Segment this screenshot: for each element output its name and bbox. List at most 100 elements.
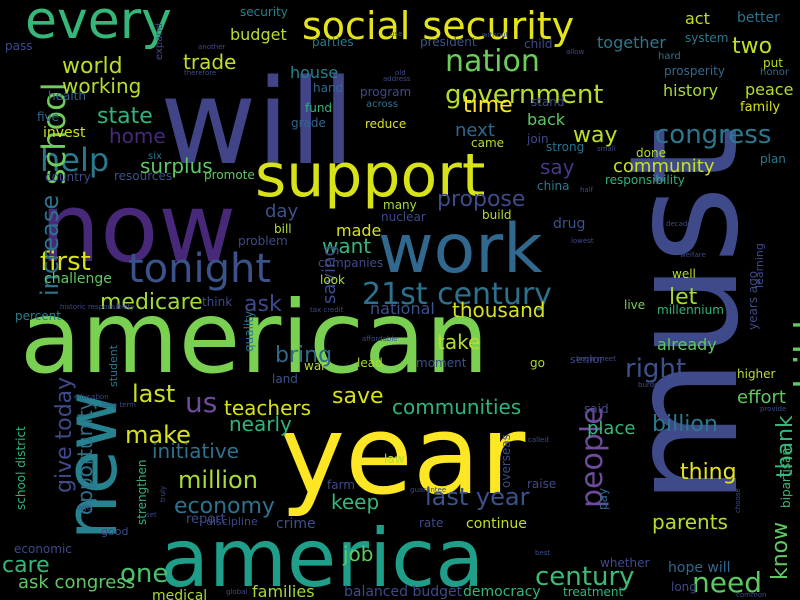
word-best: best (535, 549, 551, 558)
word-china: china (537, 179, 570, 194)
word-quality: quality (242, 310, 256, 352)
word-first: first (40, 246, 91, 277)
word-done: done (636, 146, 666, 161)
word-decade: decade (666, 220, 692, 229)
word-parents: parents (652, 509, 728, 534)
word-promote: promote (204, 168, 255, 183)
word-bring: bring (275, 342, 333, 368)
word-pass: pass (5, 39, 33, 54)
word-families: families (252, 581, 315, 600)
word-called: called (528, 436, 549, 445)
word-one: one (120, 558, 169, 589)
word-strong: strong (546, 140, 585, 155)
word-student: student (107, 344, 120, 387)
word-democracy: democracy (463, 583, 541, 600)
word-want: want (322, 233, 372, 258)
word-burden: burden (638, 381, 663, 390)
word-continue: continue (466, 515, 527, 532)
word-responsibility: responsibility (605, 173, 685, 188)
word-choose: choose (734, 488, 742, 513)
word-will: will (160, 53, 355, 192)
word-government: government (445, 79, 604, 110)
word-million: million (178, 466, 258, 495)
word-work: work (378, 210, 543, 290)
word-address: address (383, 75, 411, 84)
word-guarantee: guarantee (410, 486, 447, 495)
word-social-security: social security (302, 3, 575, 48)
word-now: now (40, 174, 237, 285)
word-therefore: therefore (184, 69, 217, 78)
word-hope-will: hope will (668, 559, 731, 576)
word-child: child (524, 37, 553, 52)
word-long: long (671, 580, 697, 595)
word-grade: grade (291, 116, 326, 131)
word-farm: farm (327, 478, 355, 493)
word-old: old (395, 69, 406, 78)
word-live: live (624, 298, 646, 313)
word-opportunity: opportunity (73, 398, 97, 515)
word-said: said (584, 402, 609, 417)
word-moment: moment (416, 356, 467, 371)
word-problem: problem (238, 234, 288, 249)
word-five: five (37, 110, 60, 125)
word-small: small (597, 145, 616, 154)
word-join: join (527, 132, 549, 147)
word-every: every (25, 0, 172, 52)
word-nation: nation (445, 44, 540, 80)
word-higher: higher (737, 367, 776, 382)
word-crime: crime (276, 515, 316, 532)
word-companies: companies (318, 256, 384, 271)
word-good: good (101, 524, 129, 538)
word-save: save (332, 383, 384, 409)
word-communities: communities (392, 394, 522, 419)
word-stand: stand (531, 95, 565, 110)
word-percent: percent (15, 309, 61, 324)
word-half: half (580, 186, 594, 195)
word-initiative: initiative (152, 438, 239, 463)
word-lowest: lowest (571, 237, 594, 246)
word-year: year (280, 390, 526, 519)
word-us: us (185, 386, 218, 420)
word-home: home (109, 123, 166, 148)
word-system: system (685, 31, 729, 46)
word-nuclear: nuclear (381, 210, 426, 225)
word-know: know (768, 521, 793, 580)
word-across: across (366, 98, 399, 110)
word-education: education (74, 393, 109, 402)
word-welfare: welfare (680, 251, 706, 260)
word-make: make (125, 421, 191, 450)
word-provide: provide (760, 405, 787, 414)
word-job: job (343, 541, 374, 566)
word-trade: trade (183, 49, 237, 74)
word-american: american (20, 279, 489, 396)
word-truly: truly (159, 485, 167, 502)
word-billion: billion (652, 411, 718, 437)
word-affordable: affordable (362, 335, 398, 344)
word-medicare: medicare (100, 289, 203, 315)
word-help: help (40, 140, 110, 179)
word-reduce: reduce (365, 117, 407, 132)
word-care: care (2, 552, 50, 578)
word-congress: congress (655, 119, 772, 150)
word-day: day (265, 201, 299, 223)
word-prosperity: prosperity (664, 64, 725, 79)
word-long-term: long term (102, 401, 136, 410)
word-tax-credit: tax credit (310, 306, 344, 315)
word-last-year: last year (425, 483, 530, 512)
word-balanced-budget: balanced budget (344, 583, 463, 600)
word-economic: economic (14, 542, 72, 557)
word-working: working (62, 73, 142, 98)
word-way: way (573, 122, 618, 148)
word-made: made (336, 220, 382, 240)
word-look: look (320, 273, 345, 288)
word-back: back (527, 109, 566, 129)
word-economy: economy (174, 493, 275, 519)
word-historic-responsibility: historic responsibility (60, 303, 135, 312)
word-build: build (482, 208, 512, 223)
word-bipartisan: bipartisan (779, 447, 793, 508)
word-country: country (45, 170, 91, 185)
word-fund: fund (305, 101, 333, 116)
word-family: family (740, 100, 781, 116)
word-national: national (370, 298, 435, 318)
word-health: health (48, 89, 86, 104)
